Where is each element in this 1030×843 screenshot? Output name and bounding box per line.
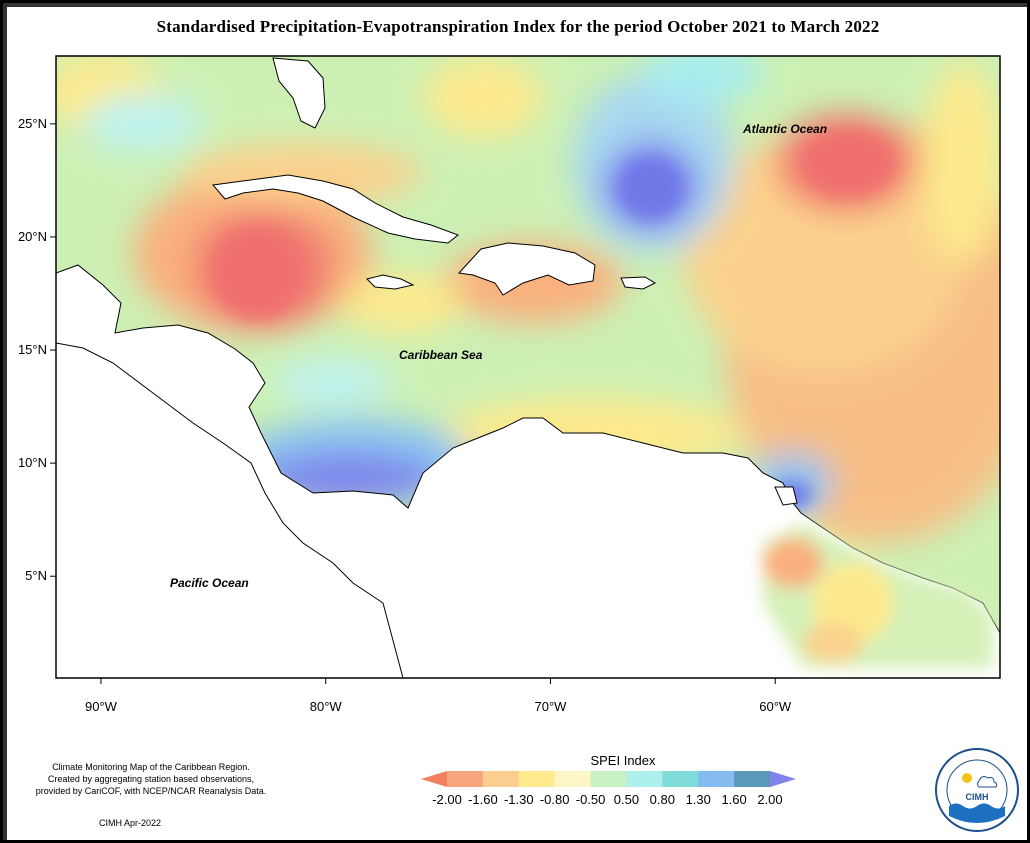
lon-tick-label: 80°W	[310, 699, 343, 714]
legend-swatch	[626, 771, 663, 787]
map-frame	[55, 55, 1001, 679]
legend-title: SPEI Index	[590, 753, 656, 768]
legend-colorbar: -2.00 -1.60 -1.30 -0.80 -0.50 0.50 0.80 1.30 1.6…	[421, 771, 796, 807]
trinidad-land	[774, 486, 798, 506]
legend-break-label: 0.80	[650, 792, 675, 807]
longitude-axis: 90°W 80°W 70°W 60°W	[85, 678, 792, 714]
legend-swatch	[662, 771, 699, 787]
legend-swatch	[734, 771, 771, 787]
legend-break-label: -0.50	[576, 792, 606, 807]
legend-break-label: -1.30	[504, 792, 534, 807]
caribbean-sea-label: Caribbean Sea	[399, 348, 483, 362]
credits-stamp: CIMH Apr-2022	[99, 818, 162, 828]
pacific-ocean-label: Pacific Ocean	[170, 576, 249, 590]
logo-acronym: CIMH	[966, 792, 989, 802]
legend-break-label: 1.30	[686, 792, 711, 807]
central-america-land	[56, 342, 404, 678]
map-title: Standardised Precipitation-Evapotranspir…	[156, 17, 880, 36]
legend-break-label: 0.50	[614, 792, 639, 807]
legend-swatch	[698, 771, 735, 787]
legend-break-label: -0.80	[540, 792, 570, 807]
lat-tick-label: 25°N	[18, 116, 47, 131]
latitude-axis: 25°N 20°N 15°N 10°N 5°N	[18, 116, 56, 583]
cimh-logo: CIMH	[935, 748, 1019, 832]
isthmus-land	[56, 342, 404, 678]
lat-tick-label: 10°N	[18, 455, 47, 470]
map-canvas: 25°N 20°N 15°N 10°N 5°N 90°W 80°W 70°W 60°W Atl…	[18, 55, 1001, 807]
legend-swatch	[447, 771, 484, 787]
legend-swatch-max	[770, 771, 796, 787]
hispaniola-land	[457, 242, 596, 296]
lon-tick-label: 70°W	[535, 699, 568, 714]
legend-swatch	[590, 771, 627, 787]
lat-tick-label: 20°N	[18, 229, 47, 244]
waves-icon	[949, 803, 1005, 823]
jamaica-land	[366, 274, 415, 290]
legend-break-label: 1.60	[721, 792, 746, 807]
legend-break-label: 2.00	[757, 792, 782, 807]
lon-tick-label: 60°W	[759, 699, 792, 714]
credits-line-3: provided by CariCOF, with NCEP/NCAR Rean…	[35, 786, 267, 796]
puerto-rico-land	[620, 276, 657, 290]
legend-break-label: -1.60	[468, 792, 498, 807]
florida-land	[272, 57, 326, 129]
cloud-icon	[977, 776, 998, 788]
cuba-land	[212, 174, 460, 244]
credits-line-1: Climate Monitoring Map of the Caribbean …	[52, 762, 250, 772]
atlantic-ocean-label: Atlantic Ocean	[742, 122, 827, 136]
lat-tick-label: 15°N	[18, 342, 47, 357]
guiana-field	[763, 523, 993, 668]
credits-line-2: Created by aggregating station based obs…	[47, 774, 255, 784]
lat-tick-label: 5°N	[25, 568, 47, 583]
lon-tick-label: 90°W	[85, 699, 118, 714]
credits-block: Climate Monitoring Map of the Caribbean …	[23, 761, 279, 797]
legend-break-label: -2.00	[432, 792, 462, 807]
legend-swatch	[482, 771, 520, 787]
legend-swatch	[554, 771, 592, 787]
sun-icon	[962, 773, 972, 783]
legend-swatch-min	[421, 771, 447, 787]
spei-field	[56, 56, 1000, 678]
legend-swatch	[518, 771, 556, 787]
